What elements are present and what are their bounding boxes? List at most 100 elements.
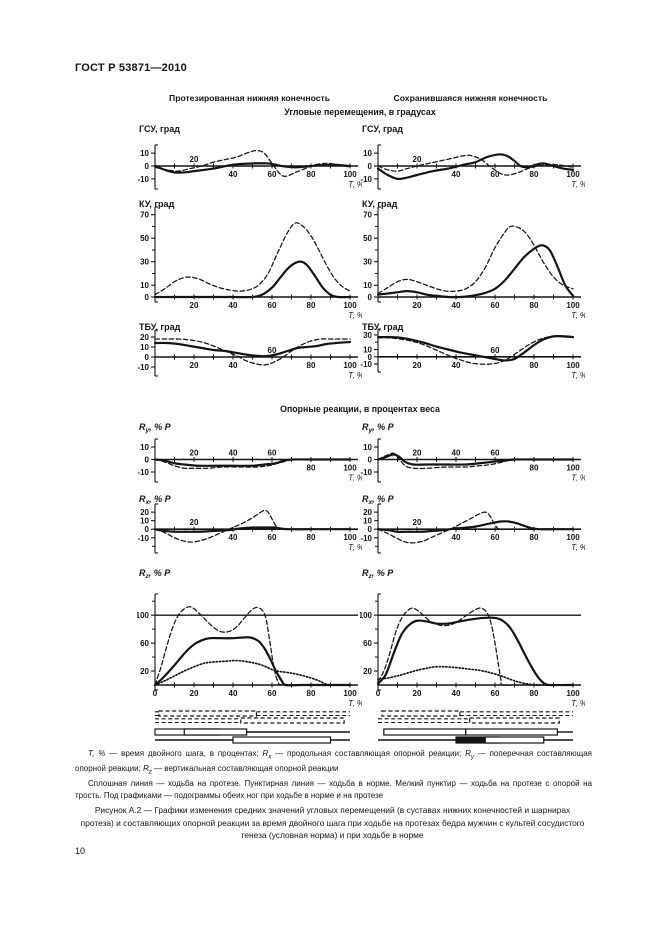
x-tick-label: 100: [343, 689, 357, 698]
document-number: ГОСТ Р 53871—2010: [75, 62, 187, 74]
y-tick-label: 10: [363, 149, 372, 158]
series-dashed-rx-prosthetic: [154, 509, 351, 543]
y-tick-label: 10: [140, 517, 149, 526]
y-tick-label: -10: [360, 175, 372, 184]
y-tick-label: -10: [360, 468, 372, 477]
x-tick-label: 60: [491, 449, 500, 458]
x-axis-title: Т, %: [348, 543, 362, 552]
series-dashed-gsu-preserved: [377, 154, 574, 176]
y-tick-label: 10: [140, 443, 149, 452]
x-tick-label: 20: [413, 301, 422, 310]
axis-label-rz-preserved: Rz, % P: [362, 568, 394, 580]
rx-symbol: R: [262, 749, 269, 758]
y-tick-label: 0: [145, 525, 150, 534]
y-tick-label: 10: [363, 443, 372, 452]
x-tick-label: 40: [452, 301, 461, 310]
rz-symbol: R: [143, 763, 149, 773]
series-solid-gsu-prosthetic: [153, 162, 352, 174]
y-tick-label: 20: [363, 667, 372, 676]
y-tick-label: -10: [137, 363, 149, 372]
x-tick-label: 80: [530, 361, 539, 370]
x-tick-label: 80: [307, 533, 316, 542]
y-tick-label: -10: [137, 534, 149, 543]
podogram-canvas: [154, 710, 350, 744]
footnote-text: — продольная составляющая опорной реакци…: [271, 749, 466, 758]
x-tick-label: 80: [530, 689, 539, 698]
x-tick-label: 20: [413, 518, 422, 527]
y-tick-label: 60: [140, 639, 149, 648]
figure-footnote: Т, % — время двойного шага, в процентах;…: [75, 748, 592, 803]
x-tick-label: 60: [491, 346, 500, 355]
series-dashed-tbu-prosthetic: [154, 338, 351, 366]
series-solid-rx-prosthetic: [153, 526, 352, 533]
x-tick-label: 80: [307, 301, 316, 310]
footnote-definitions: Т, % — время двойного шага, в процентах;…: [75, 748, 592, 778]
y-tick-label: 70: [140, 211, 149, 220]
podogram-bar: [381, 710, 461, 717]
x-axis-title: Т, %: [571, 371, 585, 380]
y-tick-label: 10: [140, 343, 149, 352]
y-tick-label: 0: [368, 456, 373, 465]
x-tick-label: 80: [307, 464, 316, 473]
y-tick-label: 10: [140, 281, 149, 290]
series-solid-rz-preserved: [376, 616, 575, 687]
x-tick-label: 100: [566, 689, 580, 698]
series-dashed-ku-prosthetic: [154, 222, 351, 296]
x-axis-title: Т, %: [571, 474, 585, 483]
x-tick-label: 80: [530, 533, 539, 542]
y-tick-label: 0: [145, 162, 150, 171]
x-tick-label: 80: [530, 170, 539, 179]
x-tick-label: 80: [307, 689, 316, 698]
x-axis-title: Т, %: [571, 543, 585, 552]
y-tick-label: 0: [145, 456, 150, 465]
x-tick-label: 60: [491, 170, 500, 179]
y-tick-label: 10: [363, 346, 372, 355]
x-tick-label: 100: [343, 170, 357, 179]
x-tick-label: 80: [530, 301, 539, 310]
y-tick-label: 0: [368, 525, 373, 534]
podogram-bar: [158, 710, 257, 717]
x-tick-label: 100: [343, 464, 357, 473]
x-tick-label: 40: [229, 689, 238, 698]
x-tick-label: 60: [268, 170, 277, 179]
x-tick-label: 20: [190, 301, 199, 310]
x-tick-label: 100: [566, 170, 580, 179]
y-tick-label: 10: [363, 281, 372, 290]
x-axis-title: Т, %: [348, 699, 362, 708]
axis-label-ry-preserved: Ry, % P: [362, 422, 395, 434]
x-axis-title: Т, %: [571, 180, 585, 189]
footnote-text: — время двойного шага, в процентах;: [105, 749, 263, 758]
axis-label-rz-prosthetic: Rz, % P: [139, 568, 171, 580]
series-dotted-rz-preserved: [377, 665, 574, 686]
x-axis-title: Т, %: [348, 311, 362, 319]
y-tick-label: 50: [363, 234, 372, 243]
podogram-bar: [232, 736, 332, 744]
y-tick-label: 100: [137, 611, 150, 620]
series-solid-ku-preserved: [376, 244, 575, 299]
series-solid-tbu-preserved: [376, 335, 575, 362]
x-axis-title: Т, %: [571, 311, 585, 319]
figure-caption: Рисунок А.2 — Графики изменения средних …: [80, 805, 585, 841]
x-tick-label: 20: [190, 155, 199, 164]
x-tick-label: 20: [413, 361, 422, 370]
y-tick-label: 30: [140, 258, 149, 267]
series-dashed-gsu-prosthetic: [154, 149, 351, 177]
podogram-bar: [383, 728, 467, 736]
series-solid-gsu-preserved: [376, 153, 575, 181]
series-dashed-tbu-preserved: [377, 335, 574, 365]
series-dashed-rz-prosthetic: [154, 606, 351, 686]
axis-label-rx-prosthetic: Rx, % P: [139, 494, 172, 506]
podogram-bar: [469, 717, 560, 724]
y-tick-label: 100: [360, 611, 373, 620]
series-solid-ry-prosthetic: [153, 458, 352, 467]
x-tick-label: 40: [452, 361, 461, 370]
series-dashed-rx-preserved: [377, 511, 574, 544]
